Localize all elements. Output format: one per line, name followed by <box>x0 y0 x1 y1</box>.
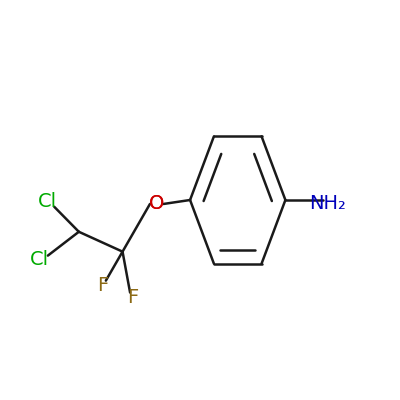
Text: Cl: Cl <box>30 250 49 269</box>
Text: NH₂: NH₂ <box>309 194 346 214</box>
Text: O: O <box>149 194 164 214</box>
Text: F: F <box>97 276 108 295</box>
Text: Cl: Cl <box>38 192 57 212</box>
Text: O: O <box>149 194 164 214</box>
Text: F: F <box>127 288 138 307</box>
